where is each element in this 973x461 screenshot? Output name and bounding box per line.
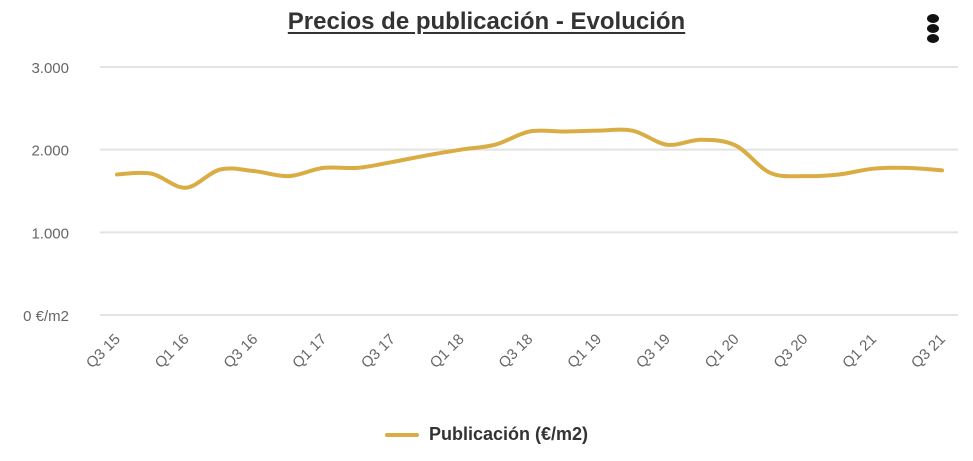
x-tick-label: Q1 17 — [289, 331, 330, 372]
menu-dot — [927, 34, 939, 43]
x-tick-label: Q1 20 — [702, 331, 743, 372]
x-tick-label: Q1 21 — [839, 331, 880, 372]
chart-title: Precios de publicación - Evolución — [287, 8, 686, 35]
x-tick-label: Q3 17 — [358, 331, 399, 372]
menu-dot — [927, 14, 939, 23]
series-line — [115, 127, 944, 190]
x-tick-label: Q3 15 — [83, 331, 124, 372]
x-tick-label: Q1 16 — [152, 331, 193, 372]
y-tick-label: 0 €/m2 — [23, 308, 69, 325]
x-tick-label: Q3 20 — [770, 331, 811, 372]
menu-dot — [927, 24, 939, 33]
x-tick-label: Q1 18 — [427, 331, 468, 372]
x-tick-label: Q3 21 — [908, 331, 949, 372]
legend-label: Publicación (€/m2) — [428, 424, 589, 444]
x-tick-label: Q1 19 — [564, 331, 605, 372]
y-tick-label: 1.000 — [31, 225, 69, 242]
x-tick-label: Q3 18 — [495, 331, 536, 372]
legend-swatch — [384, 432, 419, 437]
legend-item[interactable]: Publicación (€/m2) — [0, 424, 973, 445]
y-tick-label: 2.000 — [31, 143, 69, 160]
x-tick-label: Q3 19 — [633, 331, 674, 372]
more-vertical-icon[interactable] — [922, 12, 944, 46]
y-tick-label: 3.000 — [31, 60, 69, 77]
x-tick-label: Q3 16 — [220, 331, 261, 372]
